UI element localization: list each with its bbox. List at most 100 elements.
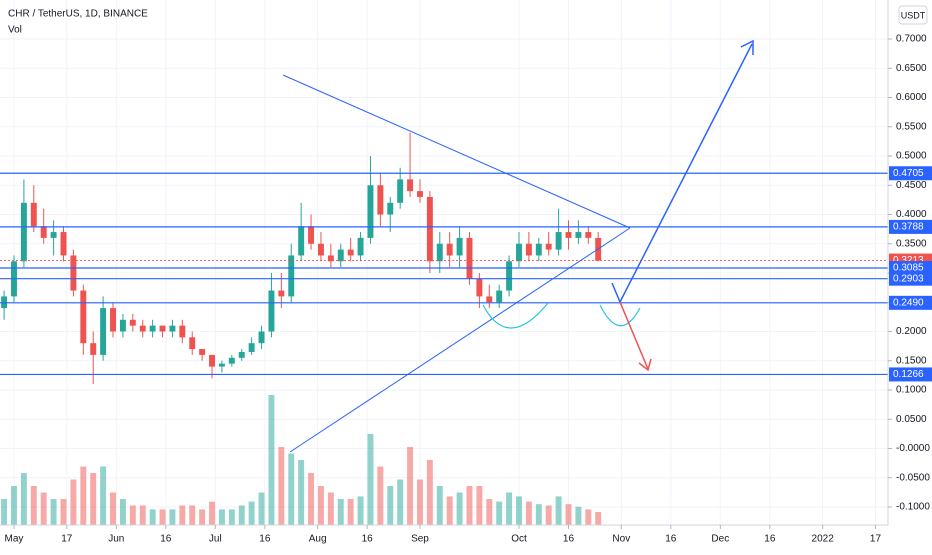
candle-body — [516, 243, 522, 262]
volume-bar — [258, 492, 265, 525]
volume-bar — [535, 504, 542, 525]
candle-body — [506, 261, 513, 291]
candle-body — [189, 337, 196, 350]
candle-body — [218, 363, 225, 367]
candle-body — [60, 232, 67, 256]
y-tick-label: 0.1000 — [896, 385, 927, 396]
y-tick-label: -0.0000 — [896, 443, 930, 454]
volume-bar — [169, 509, 176, 525]
y-tick-label: 0.2000 — [896, 326, 927, 337]
projection-arrow — [619, 301, 649, 370]
candle-body — [40, 226, 47, 238]
volume-bar — [486, 499, 493, 525]
volume-bar — [387, 486, 394, 525]
x-tick-label: May — [5, 534, 24, 545]
candle-body — [545, 243, 552, 250]
level-tag-label: 0.2490 — [893, 297, 924, 308]
level-tag-label: 0.3788 — [893, 222, 924, 233]
volume-bar — [496, 501, 503, 525]
x-tick-label: 17 — [870, 534, 882, 545]
candle-body — [129, 319, 136, 326]
volume-bar — [139, 505, 146, 525]
candle-body — [209, 354, 216, 367]
candle-body — [407, 179, 414, 192]
volume-bar — [555, 496, 562, 525]
candle-body — [50, 232, 57, 238]
candle-body — [80, 290, 87, 344]
level-tag-label: 0.3213 — [893, 255, 924, 266]
level-tag-label: 0.1266 — [893, 369, 924, 380]
candle-body — [90, 343, 97, 355]
candle-body — [110, 308, 116, 332]
candle-body — [367, 185, 374, 238]
volume-bar — [268, 395, 275, 525]
x-tick-label: Sep — [411, 534, 429, 545]
arrow-head — [638, 358, 652, 372]
y-tick-label: -0.0500 — [896, 472, 930, 483]
volume-bar — [110, 492, 116, 525]
x-tick-label: 16 — [362, 534, 374, 545]
candle-body — [387, 202, 394, 215]
axes: 0.7000 0.6500 0.6000 0.5500 0.5000 0.4500 0.40… — [5, 34, 932, 545]
y-tick-label: 0.0500 — [896, 414, 927, 425]
currency-label[interactable]: USDT — [901, 10, 926, 20]
arrow-head — [740, 39, 754, 55]
volume-bar — [70, 479, 77, 525]
candle-body — [436, 243, 443, 262]
level-tag — [889, 166, 932, 181]
level-tag — [889, 271, 932, 286]
y-tick-label: 0.6000 — [896, 92, 927, 103]
volume-bar — [60, 499, 67, 525]
candle-body — [248, 343, 255, 352]
chart-title: CHR / TetherUS, 1D, BINANCE — [8, 9, 148, 20]
candle-body — [575, 232, 582, 238]
candle-body — [565, 232, 572, 238]
volume-bar — [209, 501, 216, 525]
cup-arc — [599, 304, 641, 327]
volume-bar — [426, 460, 433, 525]
level-tag-label: 0.4705 — [893, 168, 924, 179]
drawings — [282, 39, 754, 453]
x-tick-label: Dec — [711, 534, 729, 545]
y-tick-label: 0.5000 — [896, 151, 927, 162]
candle-body — [555, 232, 562, 250]
candle-body — [159, 325, 166, 332]
y-tick-label: 0.6500 — [896, 63, 927, 74]
volume-bar — [218, 509, 225, 525]
volume-bar — [129, 505, 136, 525]
volume-bar — [357, 496, 364, 525]
volume-bar — [407, 447, 414, 525]
level-tag — [889, 219, 932, 234]
volume-bar — [119, 499, 126, 525]
candle-body — [317, 243, 324, 256]
volume-bar — [100, 466, 107, 525]
trend-line — [289, 227, 631, 453]
candle-body — [535, 243, 542, 256]
candle-body — [149, 325, 156, 332]
volume-bar — [545, 505, 552, 525]
x-tick-label: 17 — [61, 534, 73, 545]
volume-bar — [417, 479, 423, 525]
x-tick-label: 16 — [160, 534, 172, 545]
volume-bar — [50, 499, 57, 525]
candle-body — [139, 325, 146, 332]
candle-body — [327, 255, 334, 262]
volume-bar — [565, 504, 572, 525]
volume-bar — [347, 499, 354, 525]
x-tick-label: 16 — [259, 534, 271, 545]
volume-bar — [337, 499, 344, 525]
y-tick-label: 0.1500 — [896, 355, 927, 366]
candle-body — [268, 290, 275, 332]
currency-button[interactable] — [898, 5, 928, 25]
volume-bar — [466, 486, 473, 525]
y-tick-label: -0.1000 — [896, 502, 930, 513]
candle-body — [397, 179, 404, 203]
volume-bar — [278, 447, 285, 525]
level-tag — [889, 367, 932, 382]
volume-bar — [308, 473, 315, 525]
volume-bar — [149, 509, 156, 525]
volume-bar — [327, 492, 334, 525]
volume-bar — [367, 434, 374, 525]
x-tick-label: 16 — [665, 534, 677, 545]
volume-bar — [179, 505, 186, 525]
